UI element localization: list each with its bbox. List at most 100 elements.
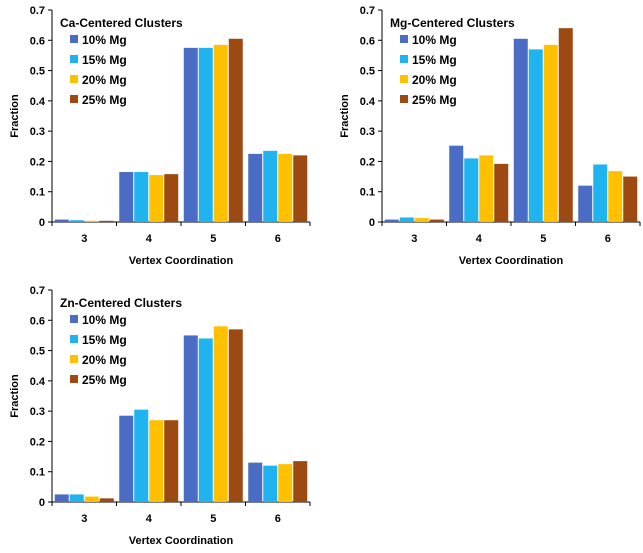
- y-tick-label: 0: [369, 217, 375, 229]
- bar: [183, 47, 198, 222]
- y-tick-label: 0.5: [30, 346, 45, 358]
- y-tick-label: 0.7: [30, 5, 45, 17]
- bar: [513, 38, 528, 223]
- bar: [248, 153, 263, 222]
- x-tick-label: 5: [210, 233, 216, 245]
- bar: [384, 219, 399, 222]
- y-tick-label: 0.7: [30, 285, 45, 297]
- legend-label: 25% Mg: [82, 93, 127, 107]
- bar: [69, 220, 84, 222]
- bar: [183, 335, 198, 502]
- bar: [84, 220, 99, 222]
- chart-zn-centered: 0 0.1 0.2 0.3 0.4 0.5 0.6 0.7 3 4 5 6 Zn-Centered Cl…: [0, 280, 318, 553]
- bar: [198, 338, 213, 502]
- bar: [593, 164, 608, 222]
- chart-svg: 0 0.1 0.2 0.3 0.4 0.5 0.6 0.7 3 4 5 6 Ca-Centered Cl…: [9, 5, 311, 267]
- bar: [84, 496, 99, 502]
- bar: [429, 219, 444, 222]
- x-tick-label: 3: [81, 233, 87, 245]
- bar: [293, 155, 308, 222]
- legend-label: 15% Mg: [82, 53, 127, 67]
- y-tick-label: 0.3: [30, 406, 45, 418]
- bar: [54, 494, 69, 502]
- y-tick-label: 0.2: [360, 156, 375, 168]
- y-tick-label: 0.2: [30, 436, 45, 448]
- y-tick-label: 0.3: [360, 126, 375, 138]
- bar: [198, 47, 213, 222]
- x-tick-label: 6: [605, 233, 611, 245]
- y-tick-label: 0: [39, 497, 45, 509]
- legend-swatch: [400, 55, 408, 63]
- bar: [399, 217, 414, 222]
- y-tick-label: 0.5: [30, 66, 45, 78]
- x-tick-label: 3: [81, 513, 87, 525]
- legend-label: 15% Mg: [82, 333, 127, 347]
- x-tick-label: 6: [275, 513, 281, 525]
- legend-swatch: [70, 95, 78, 103]
- y-tick-label: 0.4: [30, 376, 46, 388]
- y-tick-label: 0.4: [360, 96, 376, 108]
- legend-swatch: [400, 95, 408, 103]
- legend-swatch: [70, 355, 78, 363]
- y-tick-label: 0.6: [30, 35, 45, 47]
- y-tick-label: 0.5: [360, 66, 375, 78]
- bar: [414, 218, 429, 222]
- legend-label: 15% Mg: [412, 53, 457, 67]
- legend-swatch: [70, 55, 78, 63]
- x-tick-label: 6: [275, 233, 281, 245]
- y-tick-label: 0.2: [30, 156, 45, 168]
- chart-svg: 0 0.1 0.2 0.3 0.4 0.5 0.6 0.7 3 4 5 6 Mg-Centered Cl…: [339, 5, 641, 267]
- chart-title: Mg-Centered Clusters: [390, 16, 515, 30]
- bar: [54, 219, 69, 222]
- bar: [543, 44, 558, 223]
- bar: [164, 174, 179, 222]
- x-axis-label: Vertex Coordination: [129, 255, 234, 267]
- chart-svg: 0 0.1 0.2 0.3 0.4 0.5 0.6 0.7 3 4 5 6 Zn-Centered Cl…: [9, 285, 311, 547]
- bar: [69, 494, 84, 502]
- bar: [213, 44, 228, 223]
- y-tick-label: 0.7: [360, 5, 375, 17]
- legend-swatch: [70, 315, 78, 323]
- bar: [134, 409, 149, 502]
- y-tick-label: 0.6: [360, 35, 375, 47]
- y-tick-label: 0: [39, 217, 45, 229]
- legend-swatch: [400, 35, 408, 43]
- x-tick-label: 4: [146, 513, 153, 525]
- legend-label: 20% Mg: [82, 73, 127, 87]
- x-axis-label: Vertex Coordination: [459, 255, 564, 267]
- bar: [164, 420, 179, 502]
- bar: [528, 49, 543, 222]
- y-axis-label: Fraction: [9, 94, 21, 138]
- bar: [99, 498, 114, 502]
- y-axis-label: Fraction: [339, 94, 351, 138]
- chart-ca-centered: 0 0.1 0.2 0.3 0.4 0.5 0.6 0.7 3 4 5 6 Ca-Centered Cl…: [0, 0, 318, 273]
- bar: [228, 329, 243, 502]
- bar: [134, 172, 149, 222]
- y-tick-label: 0.3: [30, 126, 45, 138]
- y-tick-label: 0.1: [30, 467, 45, 479]
- y-tick-label: 0.1: [30, 187, 45, 199]
- bar: [578, 185, 593, 222]
- legend-label: 20% Mg: [412, 73, 457, 87]
- x-tick-label: 4: [146, 233, 153, 245]
- bar: [263, 150, 278, 222]
- legend-swatch: [70, 35, 78, 43]
- bar: [464, 158, 479, 222]
- bar: [263, 465, 278, 502]
- legend-label: 25% Mg: [412, 93, 457, 107]
- legend-label: 25% Mg: [82, 373, 127, 387]
- bar: [278, 464, 293, 502]
- x-tick-label: 3: [411, 233, 417, 245]
- legend-swatch: [400, 75, 408, 83]
- chart-mg-centered: 0 0.1 0.2 0.3 0.4 0.5 0.6 0.7 3 4 5 6 Mg-Centered Cl…: [330, 0, 643, 273]
- y-tick-label: 0.6: [30, 315, 45, 327]
- x-tick-label: 5: [540, 233, 546, 245]
- y-tick-label: 0.1: [360, 187, 375, 199]
- legend-label: 10% Mg: [412, 33, 457, 47]
- bar: [608, 171, 623, 222]
- bar: [119, 172, 134, 222]
- bar: [558, 28, 573, 222]
- legend-swatch: [70, 375, 78, 383]
- bar: [494, 163, 509, 222]
- bar: [228, 38, 243, 223]
